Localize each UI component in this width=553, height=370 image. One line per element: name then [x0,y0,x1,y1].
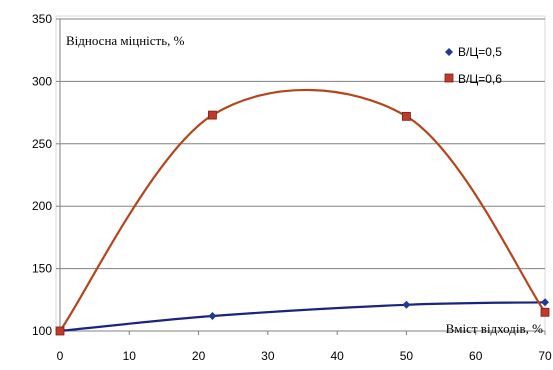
data-point-series-1 [541,298,549,307]
data-point-series-2 [402,111,411,121]
x-tick-label: 40 [330,349,344,363]
x-tick-labels: 0 10 20 30 40 50 60 70 [57,349,552,363]
x-tick-label: 70 [538,349,552,363]
legend-item-series-2: В/Ц=0,6 [444,72,502,86]
data-point-series-2 [208,110,217,120]
y-tick-label: 100 [32,324,52,338]
legend: В/Ц=0,5 В/Ц=0,6 [444,45,502,86]
y-tick-label: 350 [32,12,52,26]
series-markers [55,110,550,336]
legend-marker-diamond [445,48,453,56]
x-tick-label: 60 [469,349,483,363]
data-point-series-2 [55,326,65,336]
data-point-series-1 [402,300,411,309]
x-tick-label: 10 [123,349,137,363]
x-tick-label: 0 [57,349,64,363]
x-axis-title: Вміст відходів, % [446,321,544,336]
y-tick-label: 300 [32,74,52,88]
legend-label-series-1: В/Ц=0,5 [458,45,502,59]
gridlines [60,18,545,270]
series-line-1 [59,301,546,333]
legend-marker-square [444,73,454,83]
data-point-series-1 [208,312,217,321]
y-axis-title: Відносна міцність, % [66,33,185,48]
series-line-2 [59,88,546,332]
x-tick-label: 20 [192,349,206,363]
y-tick-label: 200 [32,199,52,213]
series-curves [59,88,546,333]
legend-label-series-2: В/Ц=0,6 [458,72,502,86]
y-tick-label: 250 [32,137,52,151]
x-tick-label: 50 [400,349,414,363]
data-point-series-2 [540,307,550,317]
x-tick-label: 30 [261,349,275,363]
y-tick-label: 150 [32,262,52,276]
legend-item-series-1: В/Ц=0,5 [445,45,502,59]
y-tick-labels: 100 150 200 250 300 350 [32,12,52,338]
plot-area [55,15,546,332]
